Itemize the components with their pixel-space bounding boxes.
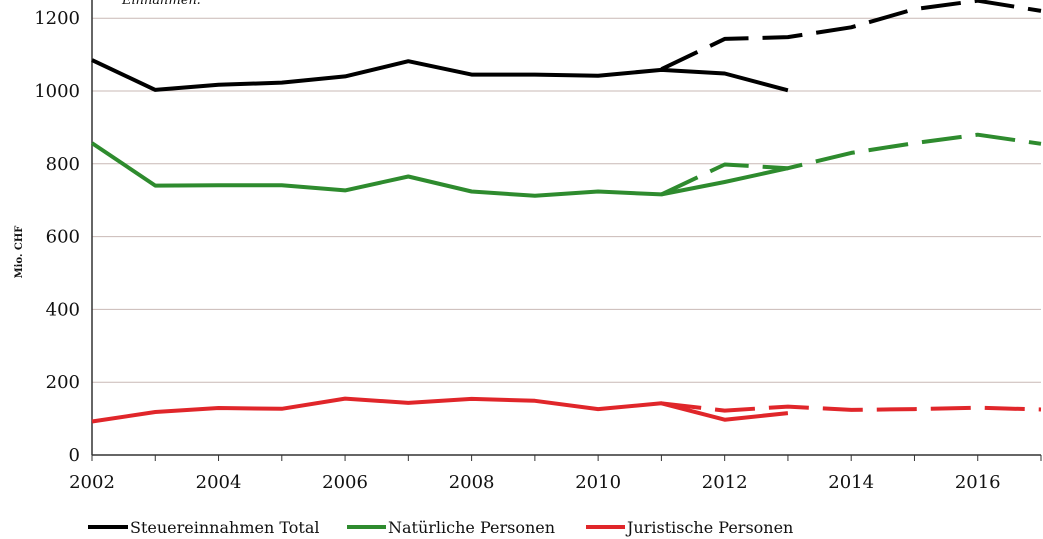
y-tick-label: 1200 — [34, 8, 80, 29]
legend-label-total: Steuereinnahmen Total — [130, 518, 320, 537]
series-lines — [90, 0, 1042, 424]
x-tick-label: 2008 — [449, 472, 495, 493]
x-tick-label: 2014 — [828, 472, 874, 493]
series-line-0-solid — [91, 58, 789, 93]
series-line-1-dashed — [660, 0, 1042, 72]
legend-label-juristische: Juristische Personen — [625, 518, 793, 537]
x-tick-label: 2006 — [322, 472, 368, 493]
y-tick-label: 1000 — [34, 81, 80, 102]
y-tick-label: 800 — [46, 154, 80, 175]
y-tick-label: 200 — [46, 372, 80, 393]
y-tick-label: 0 — [69, 445, 80, 466]
y-tick-label: 600 — [46, 227, 80, 248]
chart-annotation: Einnahmen: — [121, 0, 201, 8]
x-tick-label: 2010 — [575, 472, 621, 493]
series-line-5-dashed — [661, 401, 1042, 413]
x-tick-label: 2016 — [955, 472, 1001, 493]
legend: Steuereinnahmen Total Natürliche Persone… — [88, 518, 793, 537]
x-tick-label: 2002 — [69, 472, 115, 493]
x-tick-label: 2004 — [196, 472, 242, 493]
series-line-3-dashed — [660, 132, 1042, 197]
axes — [91, 0, 1042, 461]
gridlines — [92, 17, 1041, 383]
y-tick-label: 400 — [46, 299, 80, 320]
series-line-2-solid — [90, 141, 789, 198]
x-tick-label: 2012 — [702, 472, 748, 493]
series-line-4-solid — [91, 396, 789, 424]
tick-labels: 0 200 400 600 800 1000 1200 2002 2004 2006 2008 201… — [34, 8, 1000, 493]
y-axis-label: Mio. CHF — [14, 226, 25, 279]
legend-label-natuerliche: Natürliche Personen — [388, 518, 555, 537]
